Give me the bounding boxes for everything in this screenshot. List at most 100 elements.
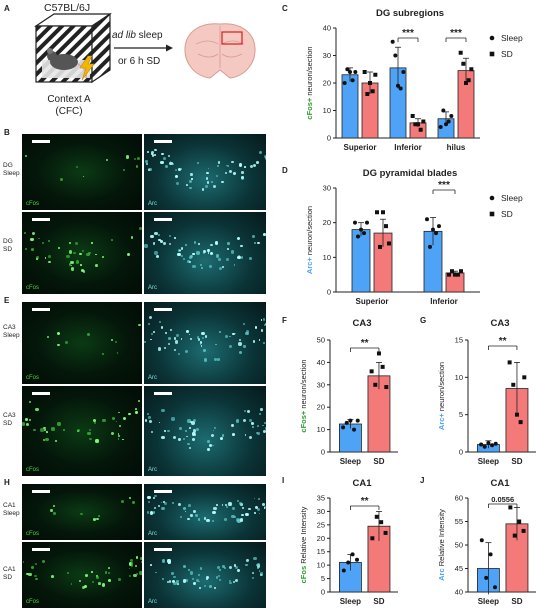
- cell-dot: [229, 581, 232, 585]
- cell-dot: [264, 323, 266, 326]
- cell-dot: [167, 342, 171, 346]
- data-point: [469, 67, 474, 72]
- brain-section-illustration: [184, 23, 256, 79]
- cell-dot: [167, 155, 171, 158]
- cell-dot: [128, 496, 132, 500]
- cell-dot: [90, 242, 93, 245]
- cell-dot: [199, 586, 202, 589]
- cell-dot: [88, 428, 92, 431]
- cell-dot: [87, 431, 91, 436]
- cell-dot: [241, 170, 245, 174]
- data-point: [425, 217, 429, 222]
- cell-dot: [42, 560, 46, 564]
- chart-ca1-cfos: CA1 0 5 10 15 20 25 30 35 cFos Relative Intensity…: [299, 478, 398, 606]
- cell-dot: [174, 169, 177, 172]
- cell-dot: [249, 257, 252, 260]
- data-point: [353, 220, 357, 225]
- cell-dot: [66, 254, 70, 258]
- cell-dot: [139, 571, 142, 575]
- data-point: [368, 81, 372, 85]
- cell-dot: [245, 329, 249, 333]
- arrow-label-line1: ad lib sleep: [112, 30, 163, 41]
- data-point: [401, 70, 406, 74]
- cell-dot: [254, 242, 256, 244]
- cell-dot: [252, 426, 254, 428]
- micrograph-ca1-sd-cfos: cFos: [22, 542, 142, 608]
- cell-dot: [253, 557, 257, 561]
- cell-dot: [241, 176, 244, 179]
- cell-dot: [136, 573, 139, 576]
- cell-dot: [148, 323, 150, 325]
- cell-dot: [128, 567, 131, 570]
- cell-dot: [235, 566, 239, 570]
- cell-dot: [222, 433, 224, 436]
- cell-dot: [188, 179, 192, 183]
- data-point: [518, 420, 523, 425]
- cell-dot: [128, 562, 132, 566]
- cell-dot: [76, 166, 79, 169]
- y-axis-label-colored: Arc: [437, 568, 446, 581]
- cell-dot: [151, 154, 155, 157]
- cell-dot: [175, 174, 178, 178]
- cell-dot: [206, 171, 209, 174]
- y-tick-label: 30: [317, 380, 325, 389]
- cell-dot: [97, 514, 100, 517]
- y-tick-label: 40: [323, 24, 331, 33]
- x-tick-label: SD: [511, 457, 522, 466]
- cell-dot: [188, 333, 191, 336]
- cell-dot: [199, 342, 202, 345]
- cell-dot: [213, 506, 217, 511]
- y-tick-label: 5: [321, 574, 325, 583]
- y-tick-label: 10: [317, 425, 325, 434]
- data-point: [444, 122, 448, 127]
- data-point: [341, 568, 346, 573]
- cell-dot: [242, 418, 247, 423]
- cell-dot: [187, 419, 191, 423]
- cell-dot: [150, 430, 154, 434]
- cell-dot: [128, 412, 132, 416]
- cell-dot: [254, 326, 257, 329]
- cell-dot: [162, 501, 166, 504]
- y-axis-label-rest: neuron/section: [305, 46, 314, 97]
- cell-dot: [161, 408, 165, 413]
- cell-dot: [192, 419, 196, 423]
- micrograph-ca1-sleep-arc: Arc: [144, 484, 266, 540]
- x-tick-label: Sleep: [340, 597, 361, 606]
- data-point: [449, 114, 454, 118]
- cell-dot: [148, 419, 152, 424]
- data-point: [416, 122, 420, 127]
- cell-dot: [225, 258, 229, 262]
- cell-dot: [85, 573, 89, 577]
- scale-bar: [32, 392, 50, 395]
- cell-dot: [160, 326, 164, 329]
- arrow-icon: [114, 44, 173, 52]
- row-label-dg-sleep: DG Sleep: [3, 162, 20, 177]
- cell-dot: [193, 252, 195, 255]
- panel-f-letter: F: [282, 316, 287, 325]
- y-axis-label-rest: neuron/section: [437, 362, 446, 413]
- cell-dot: [95, 253, 98, 256]
- cell-dot: [210, 433, 214, 437]
- cell-dot: [46, 335, 50, 339]
- data-point: [374, 514, 379, 519]
- scale-bar: [32, 548, 50, 551]
- data-point: [418, 127, 423, 132]
- y-tick-label: 25: [317, 520, 325, 529]
- cell-dot: [221, 504, 224, 506]
- cell-dot: [227, 242, 230, 245]
- cell-dot: [202, 249, 206, 254]
- cell-dot: [182, 564, 187, 568]
- cell-dot: [118, 577, 121, 581]
- cell-dot: [147, 151, 149, 153]
- data-point: [459, 269, 463, 274]
- cell-dot: [209, 264, 213, 268]
- cell-dot: [86, 253, 90, 257]
- cell-dot: [148, 416, 151, 419]
- cell-dot: [177, 583, 179, 585]
- cell-dot: [154, 231, 158, 236]
- data-point: [344, 420, 349, 425]
- cell-dot: [80, 264, 82, 266]
- cell-dot: [115, 341, 117, 344]
- cell-dot: [70, 583, 73, 586]
- cell-dot: [31, 248, 34, 251]
